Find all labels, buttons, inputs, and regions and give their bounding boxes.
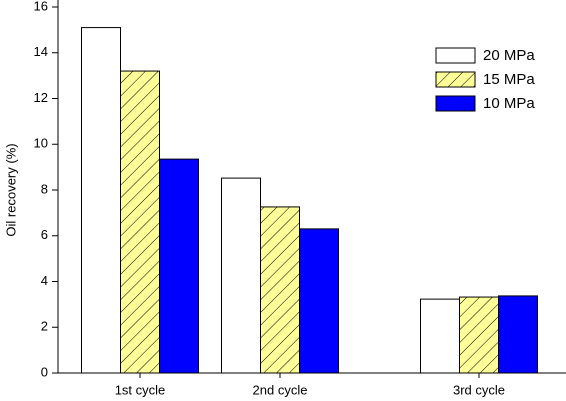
legend-label: 20 MPa bbox=[483, 47, 535, 64]
x-tick-label: 2nd cycle bbox=[253, 382, 308, 397]
bar bbox=[260, 206, 300, 374]
legend-swatch bbox=[435, 47, 476, 64]
bar bbox=[459, 296, 499, 374]
y-tick-label: 4 bbox=[41, 273, 48, 288]
y-tick-label: 6 bbox=[41, 227, 48, 242]
bar bbox=[81, 27, 121, 374]
legend-swatch bbox=[435, 95, 476, 112]
bar bbox=[420, 298, 460, 374]
bar bbox=[120, 70, 160, 374]
legend-label: 15 MPa bbox=[483, 71, 535, 88]
y-tick-label: 14 bbox=[34, 44, 48, 59]
bar bbox=[299, 228, 339, 374]
y-tick-label: 0 bbox=[41, 364, 48, 379]
y-tick-label: 12 bbox=[34, 90, 48, 105]
x-tick-label: 3rd cycle bbox=[453, 382, 505, 397]
x-tick-label: 1st cycle bbox=[115, 382, 166, 397]
legend-label: 10 MPa bbox=[483, 95, 535, 112]
y-tick-label: 8 bbox=[41, 181, 48, 196]
legend-swatch bbox=[435, 71, 476, 88]
y-tick-label: 2 bbox=[41, 319, 48, 334]
y-tick-label: 10 bbox=[34, 136, 48, 151]
bar bbox=[221, 177, 261, 374]
y-tick-label: 16 bbox=[34, 0, 48, 13]
bar bbox=[159, 158, 199, 374]
bar bbox=[498, 295, 538, 374]
y-axis-label: Oil recovery (%) bbox=[3, 143, 18, 236]
